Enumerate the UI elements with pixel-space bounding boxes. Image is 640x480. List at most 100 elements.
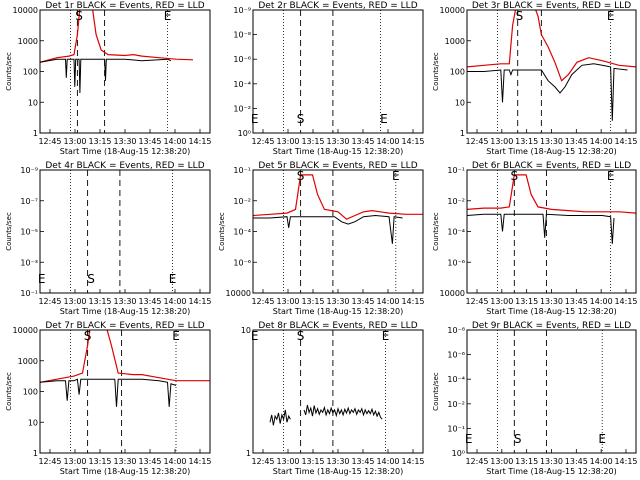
- y-axis-label: Counts/sec: [5, 212, 13, 251]
- marker-label-e: E: [392, 169, 400, 183]
- y-tick-label: 100: [450, 68, 465, 77]
- marker-label-e: E: [607, 169, 615, 183]
- x-tick-label: 13:15: [88, 137, 111, 146]
- y-axis-label: Counts/sec: [432, 52, 440, 91]
- series-line-0: [40, 10, 194, 63]
- chart-data-group: [40, 10, 194, 94]
- series-line-1: [40, 58, 172, 94]
- x-tick-label: 12:45: [251, 297, 274, 306]
- y-tick-label: 10⁻⁶: [233, 55, 251, 64]
- x-tick-label: 13:30: [326, 137, 349, 146]
- y-tick-label: 10⁻⁶: [447, 351, 465, 360]
- x-tick-label: 14:15: [401, 457, 424, 466]
- y-tick-label: 10000: [440, 289, 465, 298]
- y-tick-label: 10⁻⁴: [233, 228, 251, 237]
- x-tick-label: 13:15: [88, 457, 111, 466]
- y-tick-label: 1000: [18, 37, 38, 46]
- x-tick-label: 12:45: [251, 137, 274, 146]
- y-tick-label: 10⁻¹: [233, 166, 251, 175]
- x-tick-label: 14:15: [188, 297, 211, 306]
- chart-title: Det 3r BLACK = Events, RED = LLD: [472, 1, 631, 11]
- x-tick-label: 13:00: [63, 457, 86, 466]
- chart-title: Det 6r BLACK = Events, RED = LLD: [472, 161, 631, 171]
- x-tick-label: 13:15: [515, 457, 538, 466]
- chart-axes-frame: [252, 169, 424, 294]
- x-axis-label: Start Time (18-Aug-15 12:38:20): [273, 467, 404, 476]
- y-tick-label: 10000: [13, 326, 38, 335]
- y-axis-label: Counts/sec: [432, 212, 440, 251]
- x-tick-label: 14:00: [163, 297, 186, 306]
- x-tick-label: 13:00: [490, 297, 513, 306]
- y-tick-label: 1: [460, 129, 465, 138]
- y-tick-label: 1: [33, 449, 38, 458]
- x-tick-label: 13:45: [138, 297, 161, 306]
- x-tick-label: 14:00: [163, 137, 186, 146]
- y-tick-label: 1000: [18, 357, 38, 366]
- series-line-1: [40, 378, 177, 407]
- x-tick-label: 14:00: [163, 457, 186, 466]
- y-tick-label: 1: [33, 129, 38, 138]
- x-axis-label: Start Time (18-Aug-15 12:38:20): [273, 147, 404, 156]
- y-tick-label: 10⁻⁴: [447, 375, 465, 384]
- marker-label-s: S: [297, 329, 305, 343]
- x-tick-label: 13:30: [540, 457, 563, 466]
- marker-label-e: E: [598, 432, 606, 446]
- x-tick-label: 14:00: [590, 137, 613, 146]
- y-tick-label: 10⁻¹: [447, 166, 465, 175]
- x-tick-label: 13:45: [138, 137, 161, 146]
- marker-label-e: E: [169, 272, 177, 286]
- y-tick-label: 10⁻⁵: [20, 228, 38, 237]
- y-tick-label: 10⁻²: [447, 197, 465, 206]
- marker-label-e: E: [607, 9, 615, 23]
- x-tick-label: 13:45: [138, 457, 161, 466]
- y-tick-label: 100: [23, 68, 38, 77]
- y-axis-label: Counts/sec: [5, 372, 13, 411]
- y-tick-label: 10⁻⁴: [233, 80, 251, 89]
- y-tick-label: 10: [455, 98, 465, 107]
- x-axis-label: Start Time (18-Aug-15 12:38:20): [60, 307, 191, 316]
- y-tick-label: 1: [246, 449, 251, 458]
- y-tick-label: 10⁻⁸: [233, 31, 251, 40]
- x-tick-label: 13:15: [301, 297, 324, 306]
- marker-label-s: S: [514, 432, 522, 446]
- y-tick-label: 10⁻⁴: [447, 228, 465, 237]
- y-tick-label: 10⁻⁶: [447, 258, 465, 267]
- x-tick-label: 13:45: [565, 457, 588, 466]
- y-tick-label: 10⁻³: [20, 258, 38, 267]
- marker-label-e: E: [251, 329, 259, 343]
- marker-label-s: S: [511, 169, 519, 183]
- x-tick-label: 13:30: [113, 137, 136, 146]
- y-tick-label: 10⁻²: [233, 197, 251, 206]
- marker-label-s: S: [516, 9, 524, 23]
- chart-data-group: [467, 10, 636, 121]
- x-tick-label: 13:00: [63, 297, 86, 306]
- chart-title: Det 9r BLACK = Events, RED = LLD: [472, 321, 631, 331]
- x-tick-label: 12:45: [251, 457, 274, 466]
- y-tick-label: 1000: [445, 37, 465, 46]
- series-line-1: [303, 404, 383, 420]
- x-tick-label: 14:00: [376, 297, 399, 306]
- x-tick-label: 14:00: [376, 137, 399, 146]
- y-tick-label: 10⁻¹: [20, 289, 38, 298]
- y-tick-label: 10⁻⁹: [233, 6, 251, 15]
- y-tick-label: 10000: [13, 6, 38, 15]
- y-tick-label: 10: [28, 98, 38, 107]
- chart-axes-frame: [466, 329, 637, 454]
- y-tick-label: 10⁰: [452, 449, 465, 458]
- chart-data-group: [40, 330, 210, 407]
- x-tick-label: 13:45: [351, 457, 374, 466]
- x-axis-label: Start Time (18-Aug-15 12:38:20): [273, 307, 404, 316]
- x-tick-label: 13:45: [351, 297, 374, 306]
- marker-label-e: E: [164, 9, 172, 23]
- x-tick-label: 14:15: [614, 297, 637, 306]
- x-tick-label: 14:15: [188, 457, 211, 466]
- y-tick-label: 10000: [226, 289, 251, 298]
- marker-label-s: S: [84, 329, 92, 343]
- x-tick-label: 13:30: [540, 297, 563, 306]
- series-line-1: [467, 213, 615, 244]
- x-tick-label: 13:45: [351, 137, 374, 146]
- y-tick-label: 10⁻²: [447, 400, 465, 409]
